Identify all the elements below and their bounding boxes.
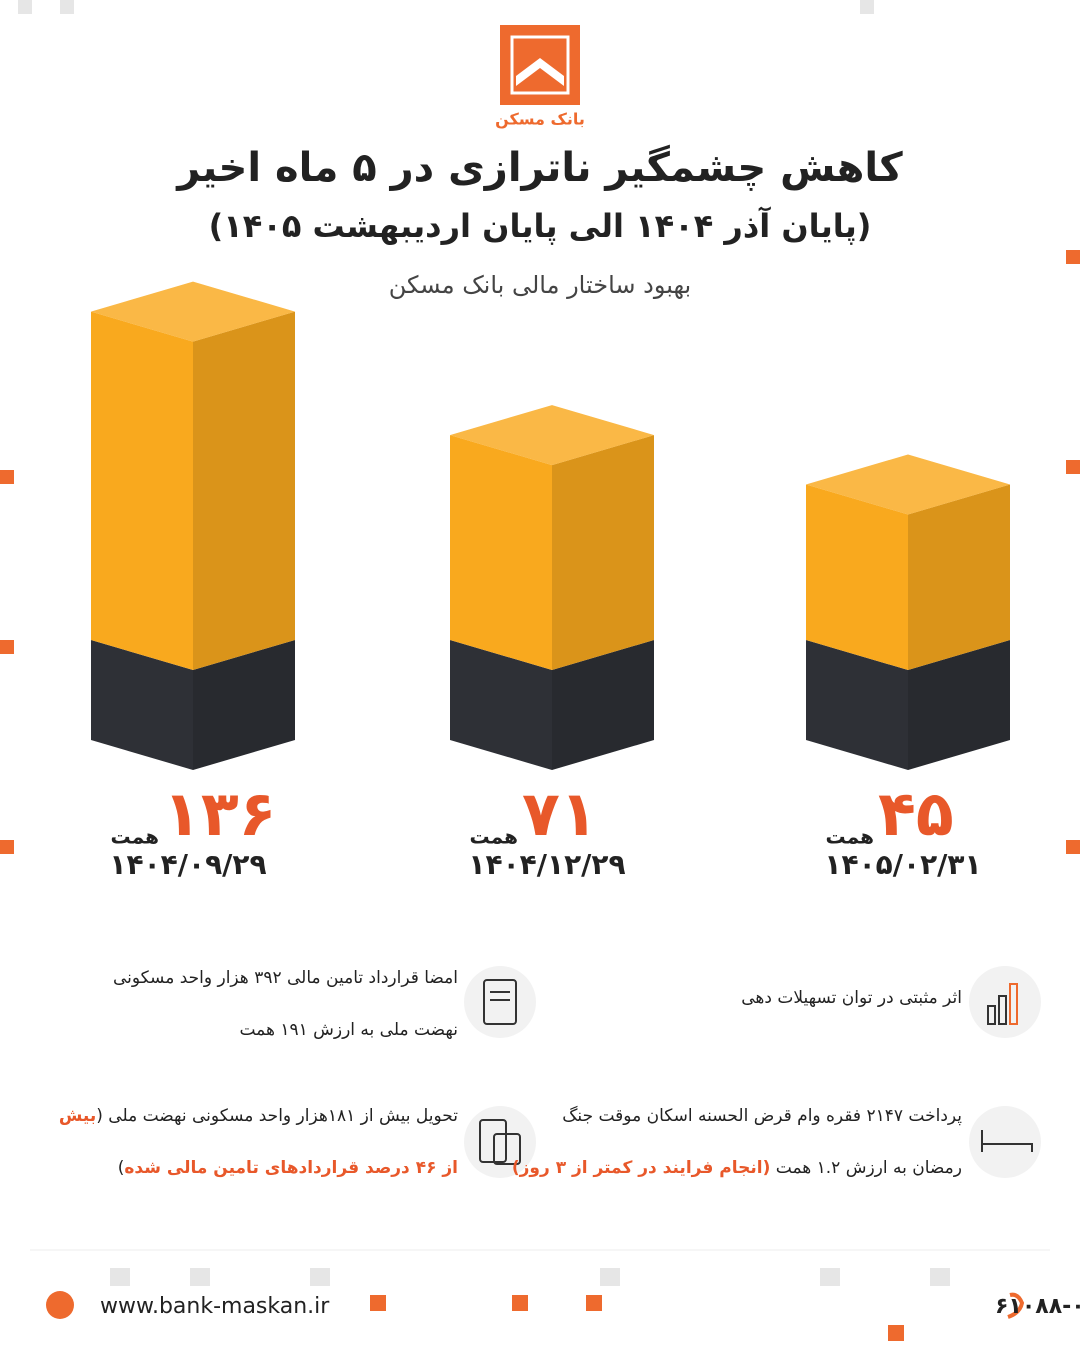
feature-line: امضا قرارداد تامین مالی ۳۹۲ هزار واحد مس…	[113, 952, 458, 1004]
feature-line: از ۴۶ درصد قراردادهای تامین مالی شده)	[59, 1142, 458, 1194]
bar-body	[450, 435, 552, 670]
bar-base	[552, 640, 654, 770]
unit-label: همت	[111, 825, 159, 849]
bar	[450, 405, 654, 770]
feature-icons	[464, 966, 1041, 1178]
feature-text: رمضان به ارزش ۱.۲ همت	[770, 1158, 962, 1178]
face-shade	[908, 640, 1010, 770]
subtitle: (پایان آذر ۱۴۰۴ الی پایان اردیبهشت ۱۴۰۵)	[209, 206, 872, 245]
face-shade	[552, 435, 654, 670]
category-label: ۱۴۰۵/۰۲/۳۱	[824, 848, 981, 881]
feature-text: تحویل بیش از ۱۸۱هزار واحد مسکونی نهضت مل…	[96, 1106, 458, 1126]
value-label: ۱۳۶	[163, 777, 277, 850]
value-label: ۴۵	[878, 777, 954, 850]
feature-line: رمضان به ارزش ۱.۲ همت (انجام فرایند در ک…	[512, 1142, 962, 1194]
tagline: بهبود ساختار مالی بانک مسکن	[389, 271, 691, 299]
bar-top	[806, 454, 1010, 515]
bar	[806, 454, 1010, 770]
bar-top	[91, 281, 295, 342]
feature-line: اثر مثبتی در توان تسهیلات دهی	[741, 972, 962, 1024]
feature: پرداخت ۲۱۴۷ فقره وام قرض الحسنه اسکان مو…	[512, 1090, 962, 1194]
bar-body	[193, 311, 295, 670]
feature-text: از ۴۶ درصد قراردادهای تامین مالی شده	[124, 1158, 458, 1178]
bar-base	[908, 640, 1010, 770]
feature-text: پرداخت ۲۱۴۷ فقره وام قرض الحسنه اسکان مو…	[562, 1106, 962, 1126]
feature-text: )	[117, 1158, 125, 1178]
website: www.bank-maskan.ir	[100, 1294, 330, 1319]
bar-body	[806, 484, 908, 670]
title: کاهش چشمگیر ناترازی در ۵ ماه اخیر	[175, 144, 903, 191]
feature: تحویل بیش از ۱۸۱هزار واحد مسکونی نهضت مل…	[59, 1090, 458, 1194]
face-shade	[552, 640, 654, 770]
bar-top	[450, 405, 654, 466]
feature-text: (انجام فرایند در کمتر از ۳ روز)	[511, 1158, 771, 1178]
bar	[91, 281, 295, 770]
top-shade	[806, 454, 1010, 515]
logo: بانک مسکن	[495, 25, 585, 129]
bar-body	[91, 311, 193, 670]
face-shade	[908, 484, 1010, 670]
feature-line: پرداخت ۲۱۴۷ فقره وام قرض الحسنه اسکان مو…	[512, 1090, 962, 1142]
bar-base	[450, 640, 552, 770]
unit-label: همت	[470, 825, 518, 849]
top-shade	[91, 281, 295, 342]
category-label: ۱۴۰۴/۰۹/۲۹	[109, 848, 266, 881]
feature-line: نهضت ملی به ارزش ۱۹۱ همت	[113, 1004, 458, 1056]
face-shade	[193, 311, 295, 670]
feature-text: بیش	[58, 1106, 97, 1126]
bar-body	[552, 435, 654, 670]
feature: امضا قرارداد تامین مالی ۳۹۲ هزار واحد مس…	[113, 952, 458, 1056]
feature-text: اثر مثبتی در توان تسهیلات دهی	[741, 988, 962, 1008]
bar-base	[91, 640, 193, 770]
feature: اثر مثبتی در توان تسهیلات دهی	[741, 972, 962, 1024]
logo-text: بانک مسکن	[495, 110, 585, 129]
bar-base	[193, 640, 295, 770]
value-label: ۷۱	[522, 777, 598, 850]
top-shade	[450, 405, 654, 466]
feature-text: امضا قرارداد تامین مالی ۳۹۲ هزار واحد مس…	[112, 968, 458, 988]
face-shade	[193, 640, 295, 770]
phone: مرکز ارتباطات مردمی: ۰۲۱-۶۱۰۸۸	[995, 1294, 1080, 1319]
bar-body	[908, 484, 1010, 670]
bar-base	[806, 640, 908, 770]
category-label: ۱۴۰۴/۱۲/۲۹	[468, 848, 625, 881]
feature-text: نهضت ملی به ارزش ۱۹۱ همت	[239, 1020, 458, 1040]
unit-label: همت	[826, 825, 874, 849]
feature-line: تحویل بیش از ۱۸۱هزار واحد مسکونی نهضت مل…	[59, 1090, 458, 1142]
phone-icon	[1007, 1292, 1025, 1319]
web-icon	[46, 1291, 74, 1319]
